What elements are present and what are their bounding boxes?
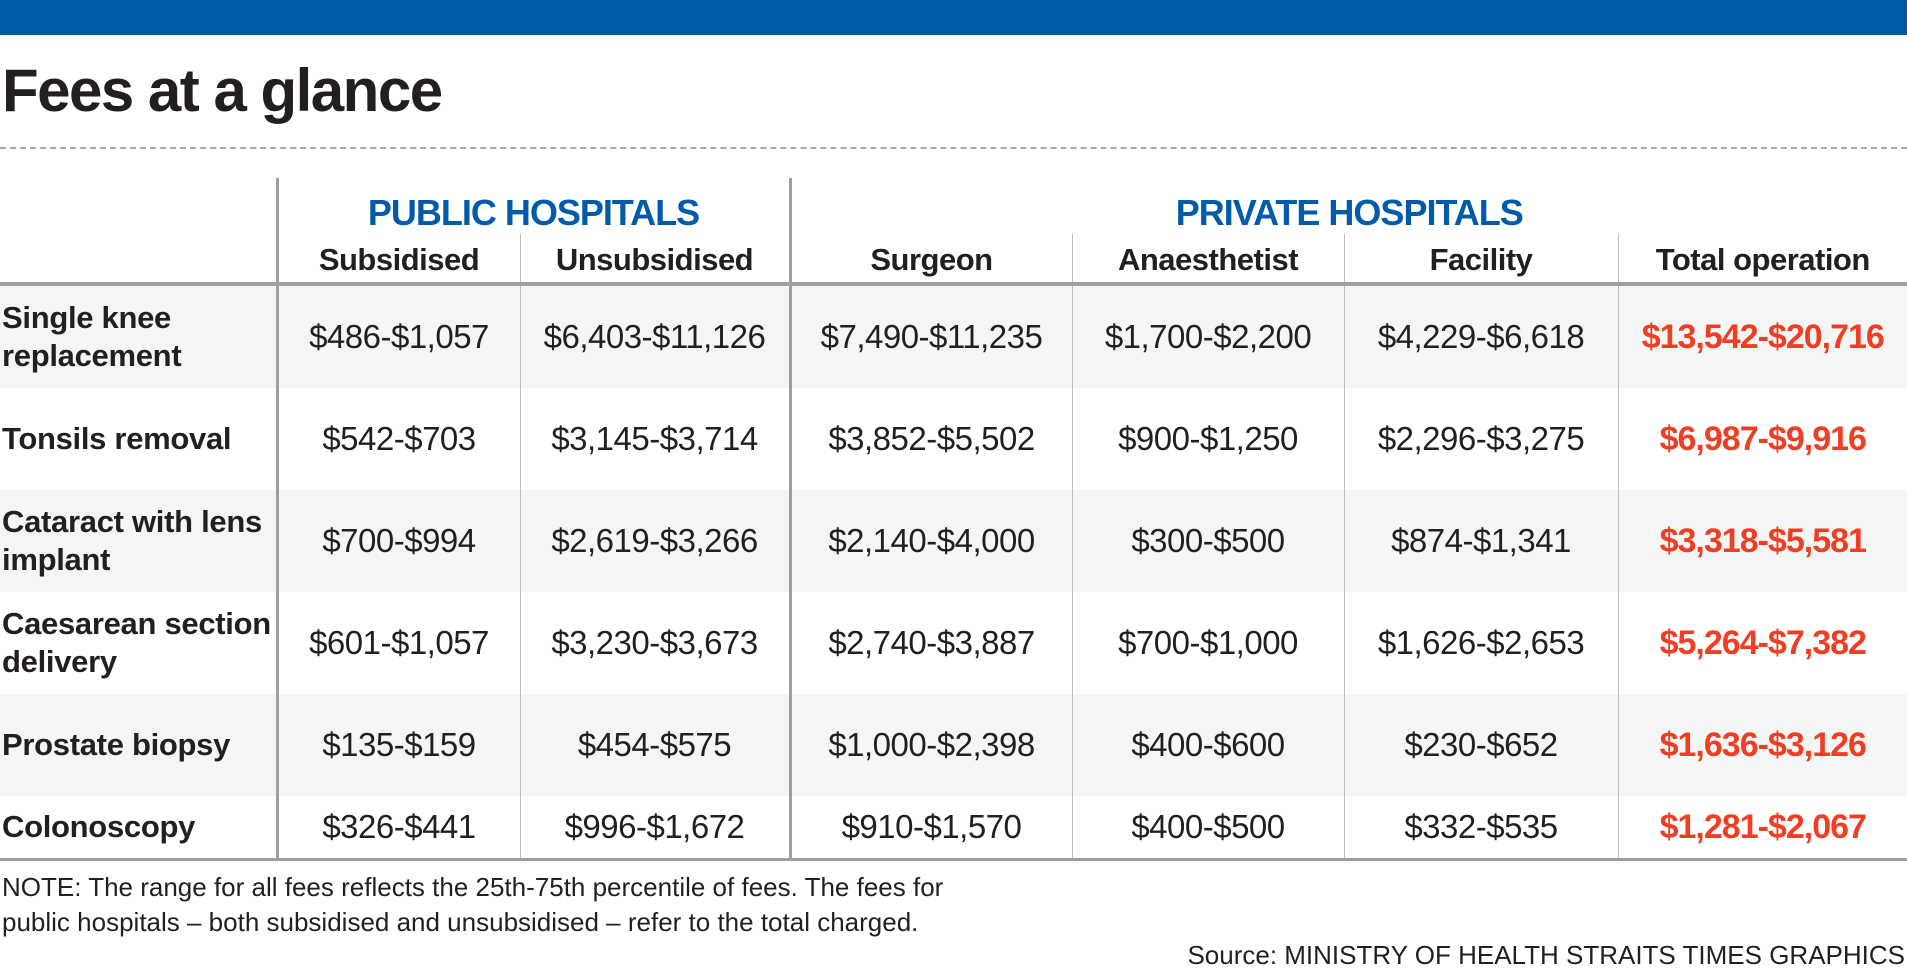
table-row: Colonoscopy $326-$441 $996-$1,672 $910-$1,5… [0, 796, 1907, 861]
cell-facility: $230-$652 [1343, 694, 1618, 796]
cell-facility: $332-$535 [1343, 796, 1618, 861]
corner-cell [0, 178, 277, 234]
cell-facility: $4,229-$6,618 [1343, 284, 1618, 388]
cell-total: $1,281-$2,067 [1617, 796, 1907, 861]
procedure-label: Cataract with lens implant [0, 490, 277, 592]
cell-subsidised: $326-$441 [275, 796, 520, 861]
table-row: Cataract with lens implant $700-$994 $2,61… [0, 490, 1907, 592]
procedure-label: Tonsils removal [2, 421, 232, 456]
cell-unsubsidised: $3,230-$3,673 [519, 592, 790, 694]
top-banner [0, 0, 1907, 35]
table-row: Single knee replacement $486-$1,057 $6,403… [0, 284, 1907, 388]
cell-anaesthetist: $300-$500 [1071, 490, 1344, 592]
column-header-anaesthetist: Anaesthetist [1071, 234, 1344, 286]
cell-anaesthetist: $400-$500 [1071, 796, 1344, 861]
column-header-unsubsidised: Unsubsidised [519, 234, 790, 286]
cell-unsubsidised: $454-$575 [519, 694, 790, 796]
source-credit: Source: MINISTRY OF HEALTH STRAITS TIMES… [1187, 940, 1905, 970]
fees-table: PUBLIC HOSPITALS PRIVATE HOSPITALS Subsi… [0, 178, 1907, 861]
cell-surgeon: $1,000-$2,398 [788, 694, 1072, 796]
cell-anaesthetist: $1,700-$2,200 [1071, 284, 1344, 388]
cell-anaesthetist: $700-$1,000 [1071, 592, 1344, 694]
cell-facility: $2,296-$3,275 [1343, 388, 1618, 490]
column-header-subsidised: Subsidised [275, 234, 520, 286]
procedure-label: Colonoscopy [0, 796, 277, 861]
cell-unsubsidised: $3,145-$3,714 [519, 388, 790, 490]
column-header-total: Total operation [1617, 234, 1907, 286]
cell-anaesthetist: $400-$600 [1071, 694, 1344, 796]
cell-facility: $1,626-$2,653 [1343, 592, 1618, 694]
column-header-facility: Facility [1343, 234, 1618, 286]
cell-surgeon: $910-$1,570 [788, 796, 1072, 861]
cell-surgeon: $2,740-$3,887 [788, 592, 1072, 694]
cell-unsubsidised: $2,619-$3,266 [519, 490, 790, 592]
procedure-label: Single knee replacement [0, 284, 277, 388]
table-row: Prostate biopsy $135-$159 $454-$575 $1,000-… [0, 694, 1907, 796]
cell-anaesthetist: $900-$1,250 [1071, 388, 1344, 490]
cell-total: $5,264-$7,382 [1617, 592, 1907, 694]
cell-total: $6,987-$9,916 [1617, 388, 1907, 490]
table-row: Tonsils removal $542-$703 $3,145-$3,714 $3,… [0, 388, 1907, 490]
cell-unsubsidised: $6,403-$11,126 [519, 284, 790, 388]
cell-total: $13,542-$20,716 [1617, 284, 1907, 388]
cell-surgeon: $3,852-$5,502 [788, 388, 1072, 490]
cell-total: $1,636-$3,126 [1617, 694, 1907, 796]
corner-cell [0, 234, 277, 286]
dashed-divider [0, 147, 1907, 149]
table-row: Caesarean section delivery $601-$1,057 $3,… [0, 592, 1907, 694]
group-header-private: PRIVATE HOSPITALS [788, 178, 1907, 234]
cell-subsidised: $135-$159 [275, 694, 520, 796]
procedure-label: Prostate biopsy [0, 694, 277, 796]
group-header-public: PUBLIC HOSPITALS [275, 178, 790, 234]
cell-total: $3,318-$5,581 [1617, 490, 1907, 592]
cell-unsubsidised: $996-$1,672 [519, 796, 790, 861]
procedure-label: Caesarean section delivery [2, 606, 271, 679]
page-title: Fees at a glance [2, 57, 443, 124]
cell-subsidised: $601-$1,057 [275, 592, 520, 694]
cell-subsidised: $700-$994 [275, 490, 520, 592]
cell-subsidised: $486-$1,057 [275, 284, 520, 388]
cell-subsidised: $542-$703 [275, 388, 520, 490]
cell-surgeon: $7,490-$11,235 [788, 284, 1072, 388]
footnote: NOTE: The range for all fees reflects th… [2, 872, 944, 937]
cell-facility: $874-$1,341 [1343, 490, 1618, 592]
cell-surgeon: $2,140-$4,000 [788, 490, 1072, 592]
column-header-surgeon: Surgeon [788, 234, 1072, 286]
